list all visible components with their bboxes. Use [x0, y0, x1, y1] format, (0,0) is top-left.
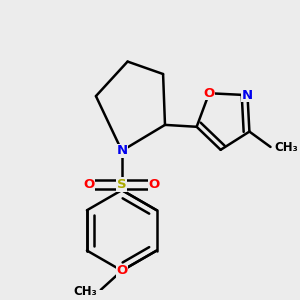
Text: CH₃: CH₃ [73, 285, 97, 298]
Text: O: O [84, 178, 95, 191]
Text: O: O [149, 178, 160, 191]
Text: S: S [117, 178, 127, 191]
Text: O: O [203, 87, 215, 100]
Text: N: N [242, 88, 253, 102]
Text: N: N [116, 144, 128, 157]
Text: O: O [116, 264, 128, 277]
Text: CH₃: CH₃ [274, 141, 298, 154]
